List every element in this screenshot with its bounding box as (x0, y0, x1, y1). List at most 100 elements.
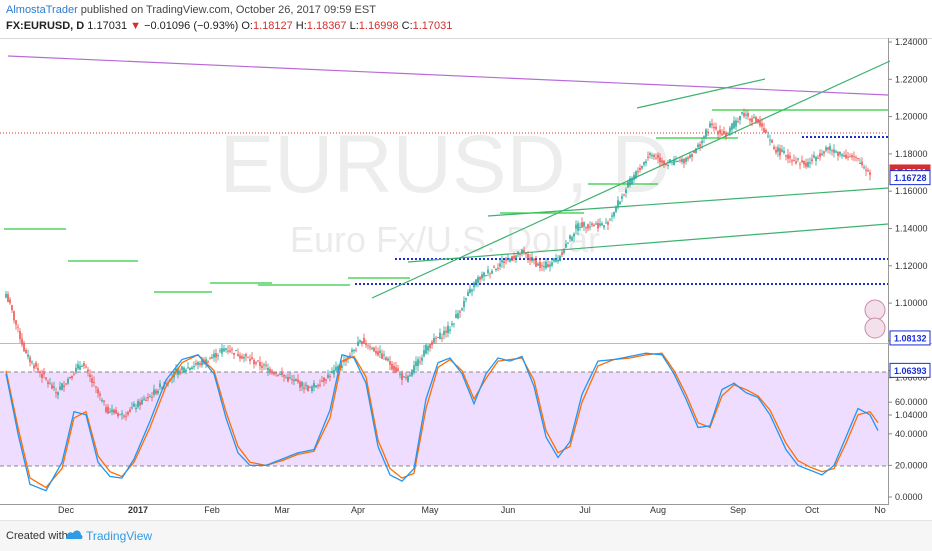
sr-segments[interactable] (4, 109, 888, 293)
candle-body (283, 374, 285, 377)
candle-body (91, 378, 93, 383)
stoch-tick-label: 60.0000 (895, 397, 928, 407)
candle-body (387, 358, 389, 361)
candle-body (141, 400, 143, 405)
stochastic-series[interactable] (5, 352, 879, 492)
candle-body (717, 131, 719, 135)
candle-body (731, 123, 733, 130)
trendline-low[interactable] (407, 223, 889, 263)
time-axis-labels: Dec 2017 Feb Mar Apr May Jun Jul Aug Sep Oct No (58, 505, 886, 515)
candle-body (593, 224, 595, 227)
candle-body (345, 359, 347, 362)
candle-body (719, 129, 721, 133)
candle-body (439, 332, 441, 340)
candle-body (185, 369, 187, 372)
event-flag-icon[interactable] (864, 299, 886, 321)
tradingview-link[interactable]: TradingView (86, 529, 153, 543)
candle-body (103, 400, 105, 402)
candle-body (621, 196, 623, 199)
candlestick-series[interactable] (5, 108, 871, 421)
candle-body (755, 117, 757, 122)
candle-body (591, 223, 593, 226)
candle-body (137, 400, 139, 407)
candle-body (765, 129, 767, 133)
candle-body (335, 366, 337, 371)
candle-body (847, 156, 849, 158)
trendline-mid[interactable] (487, 187, 889, 217)
candle-body (151, 397, 153, 399)
candle-body (273, 372, 275, 375)
candle-body (181, 366, 183, 371)
candle-body (451, 323, 453, 326)
candle-body (787, 154, 789, 159)
chart-area[interactable]: EURUSD, D Euro Fx/U.S. Dollar 1.240001.2… (0, 38, 932, 520)
author-link[interactable]: AlmostaTrader (6, 4, 78, 16)
candle-body (375, 351, 377, 354)
ohlc-high: 1.18367 (306, 20, 347, 32)
candle-body (175, 368, 177, 373)
candle-body (383, 354, 385, 356)
candle-body (357, 341, 359, 346)
candle-body (549, 264, 551, 267)
time-tick-label: Feb (204, 505, 220, 515)
candle-body (149, 396, 151, 398)
candle-body (607, 222, 609, 225)
candle-body (783, 151, 785, 153)
candle-body (531, 257, 533, 262)
candle-body (367, 344, 369, 346)
trendline-channel-top[interactable] (636, 78, 766, 109)
candle-body (861, 161, 863, 166)
stoch-tick-label: 0.0000 (895, 492, 923, 502)
ohlc-low-key: L: (349, 20, 359, 32)
candle-body (513, 255, 515, 259)
stoch-line-k[interactable] (5, 352, 879, 492)
candle-body (33, 365, 35, 369)
price-change: −0.01096 (−0.93%) (144, 20, 239, 32)
candle-body (187, 367, 189, 369)
candle-body (441, 337, 443, 339)
candle-body (727, 133, 729, 135)
candle-body (639, 168, 641, 171)
candle-body (393, 365, 395, 371)
candle-body (535, 260, 537, 267)
candle-body (381, 353, 383, 359)
event-icons[interactable] (864, 299, 886, 339)
candle-body (133, 403, 135, 407)
time-tick-label: 2017 (128, 505, 148, 515)
symbol-line: FX:EURUSD, D 1.17031 ▼ −0.01096 (−0.93%)… (6, 20, 452, 32)
tradingview-logo-icon[interactable] (64, 527, 84, 543)
event-flag-icon[interactable] (864, 317, 886, 339)
price-label-box (889, 170, 931, 186)
candle-body (579, 227, 581, 229)
candle-body (623, 194, 625, 196)
candle-body (795, 161, 797, 164)
candle-body (31, 361, 33, 363)
down-arrow-icon: ▼ (130, 20, 142, 32)
candle-body (471, 289, 473, 292)
candle-body (559, 255, 561, 262)
candle-body (567, 242, 569, 244)
candle-body (569, 235, 571, 239)
candle-body (377, 351, 379, 356)
candle-body (625, 189, 627, 193)
candle-body (129, 409, 131, 412)
candle-body (545, 261, 547, 269)
candle-body (555, 258, 557, 262)
candle-body (619, 201, 621, 205)
candle-body (183, 367, 185, 373)
ohlc-open-key: O: (241, 20, 253, 32)
price-label-box (889, 330, 931, 346)
candle-body (391, 363, 393, 370)
ohlc-close: 1.17031 (412, 20, 453, 32)
candle-body (347, 357, 349, 359)
candle-body (483, 272, 485, 277)
candle-body (113, 409, 115, 413)
candle-body (521, 249, 523, 254)
candle-body (85, 366, 87, 368)
stoch-line-d[interactable] (5, 352, 879, 489)
candle-body (315, 385, 317, 388)
moving-average-line[interactable] (7, 55, 889, 96)
candle-body (305, 384, 307, 387)
candle-body (479, 277, 481, 280)
candle-body (143, 398, 145, 400)
